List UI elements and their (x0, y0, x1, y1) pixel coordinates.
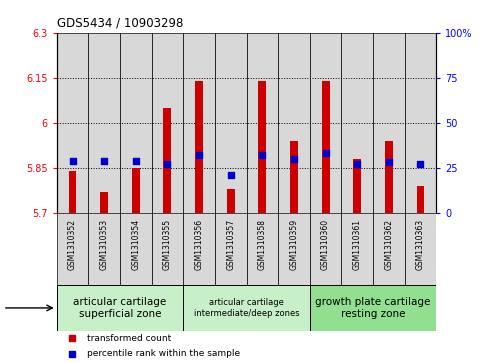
Bar (290, 141, 298, 213)
Point (164, 161, 172, 167)
Bar (152, 33, 183, 213)
Text: GSM1310355: GSM1310355 (163, 219, 172, 270)
Text: GSM1310354: GSM1310354 (131, 219, 141, 270)
Point (258, 152, 266, 158)
Text: GSM1310362: GSM1310362 (385, 219, 393, 269)
Bar (183, 33, 215, 213)
Bar (341, 33, 373, 213)
Bar (57, 213, 88, 285)
Text: transformed count: transformed count (87, 334, 171, 343)
Text: articular cartilage
superficial zone: articular cartilage superficial zone (73, 297, 167, 319)
Point (227, 172, 235, 178)
Bar (57, 285, 183, 331)
Text: percentile rank within the sample: percentile rank within the sample (87, 349, 240, 358)
Bar (100, 192, 108, 213)
Bar (246, 33, 278, 213)
Text: GSM1310358: GSM1310358 (258, 219, 267, 269)
Point (321, 150, 329, 156)
Bar (385, 141, 393, 213)
Text: GSM1310360: GSM1310360 (321, 219, 330, 270)
Bar (405, 213, 436, 285)
Text: GSM1310359: GSM1310359 (289, 219, 298, 270)
Bar (57, 33, 88, 213)
Bar (310, 213, 341, 285)
Text: GSM1310361: GSM1310361 (352, 219, 362, 269)
Bar (152, 213, 183, 285)
Bar (195, 81, 203, 213)
Bar (246, 213, 278, 285)
Point (417, 161, 424, 167)
Bar (164, 108, 172, 213)
Point (195, 152, 203, 158)
Bar (227, 189, 235, 213)
Bar (120, 33, 152, 213)
Bar (278, 213, 310, 285)
Bar (341, 213, 373, 285)
Bar (353, 159, 361, 213)
Point (100, 158, 108, 163)
Bar (215, 33, 246, 213)
Bar (88, 33, 120, 213)
Bar (310, 33, 341, 213)
Bar (183, 213, 215, 285)
Bar (69, 171, 76, 213)
Text: GSM1310363: GSM1310363 (416, 219, 425, 270)
Text: GDS5434 / 10903298: GDS5434 / 10903298 (57, 16, 183, 29)
Bar (215, 213, 246, 285)
Text: GSM1310352: GSM1310352 (68, 219, 77, 269)
Bar (310, 285, 436, 331)
Bar (373, 33, 405, 213)
Bar (258, 81, 266, 213)
Text: GSM1310357: GSM1310357 (226, 219, 235, 270)
Point (385, 159, 393, 165)
Bar (88, 213, 120, 285)
Bar (417, 186, 424, 213)
Bar (183, 285, 310, 331)
Point (132, 158, 140, 163)
Point (290, 156, 298, 162)
Text: GSM1310353: GSM1310353 (100, 219, 108, 270)
Bar (120, 213, 152, 285)
Bar (321, 81, 329, 213)
Text: GSM1310356: GSM1310356 (195, 219, 204, 270)
Point (69, 158, 76, 163)
Text: growth plate cartilage
resting zone: growth plate cartilage resting zone (316, 297, 431, 319)
Bar (405, 33, 436, 213)
Text: articular cartilage
intermediate/deep zones: articular cartilage intermediate/deep zo… (194, 298, 299, 318)
Bar (132, 168, 140, 213)
Bar (373, 213, 405, 285)
Point (353, 161, 361, 167)
Bar (278, 33, 310, 213)
